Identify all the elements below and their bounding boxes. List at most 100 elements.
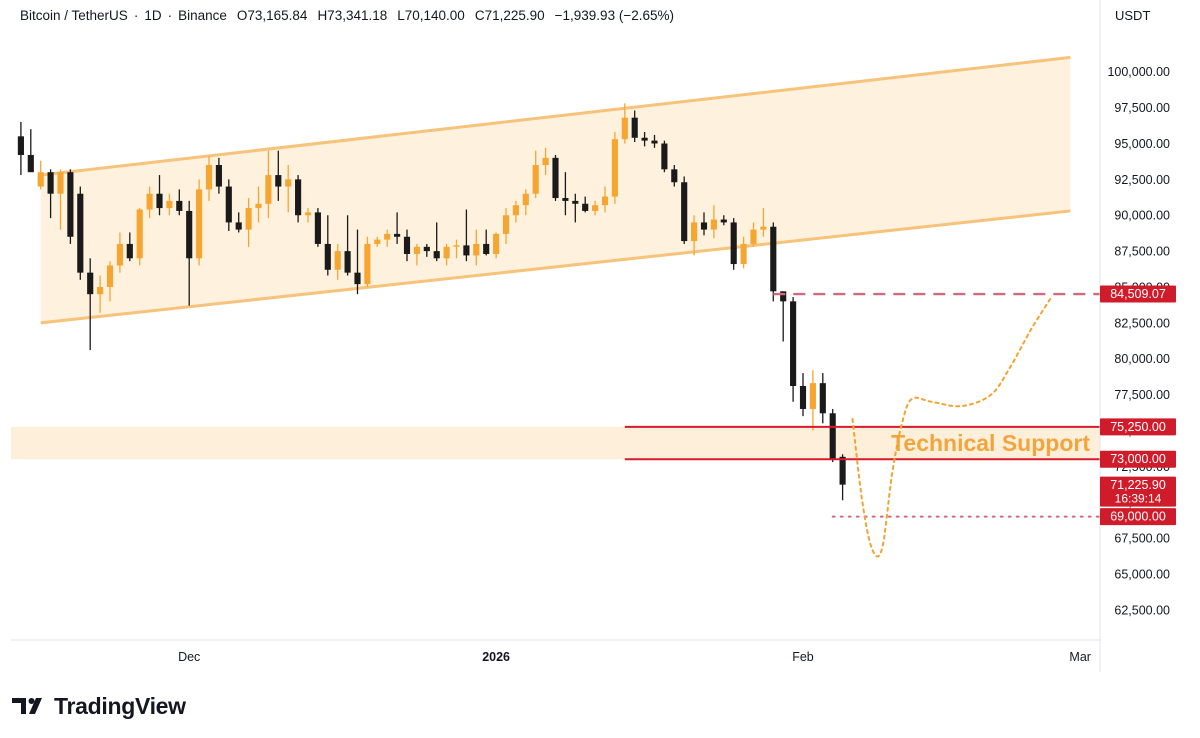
price-badges-layer: 84,509.07 75,250.00 73,000.00 71,225.9016:3… (1100, 285, 1176, 526)
candle (592, 200, 599, 216)
candle-body (186, 210, 193, 259)
price-axis[interactable]: 62,500.0065,000.0067,500.0070,000.0072,5… (1107, 65, 1170, 617)
candle (166, 193, 173, 216)
candle-body (87, 272, 94, 295)
time-axis[interactable]: Dec 2026 Feb Mar (178, 650, 1091, 664)
candle-body (27, 154, 34, 173)
candle-body (17, 136, 24, 155)
candle-body (285, 179, 292, 187)
price-tick-label: 77,500.00 (1114, 388, 1170, 402)
exchange-label: Binance (178, 8, 227, 23)
candle-body (720, 219, 727, 223)
candle (245, 198, 252, 247)
time-tick-label: Dec (178, 650, 200, 664)
high-value: H73,341.18 (317, 8, 388, 23)
candle-body (433, 251, 440, 259)
candle (354, 229, 361, 295)
candle-body (483, 243, 490, 254)
candle (423, 243, 430, 257)
candle (493, 232, 500, 259)
candle-body (829, 413, 836, 460)
candle-body (67, 172, 74, 237)
candle-body (334, 251, 341, 270)
price-tick-label: 90,000.00 (1114, 209, 1170, 223)
candle-body (710, 219, 717, 230)
candle (473, 229, 480, 266)
price-tick-label: 87,500.00 (1114, 245, 1170, 259)
candle-body (354, 272, 361, 285)
candle (37, 160, 44, 190)
candle-body (215, 165, 222, 187)
support-zone-label: Technical Support (891, 430, 1090, 456)
time-tick-label: 2026 (482, 650, 510, 664)
candle-body (443, 246, 450, 259)
candle (691, 215, 698, 256)
projection-path (851, 297, 1052, 558)
candle (671, 165, 678, 187)
price-badge-label: 71,225.90 (1110, 478, 1166, 492)
candle-body (77, 193, 84, 273)
candle-body (463, 245, 470, 256)
candle (799, 373, 807, 417)
support-zone-band (11, 426, 1100, 460)
candle-body (47, 172, 54, 194)
candle (176, 189, 183, 216)
zones-layer (11, 55, 1100, 460)
candle (156, 175, 163, 216)
price-tick-label: 62,500.00 (1114, 603, 1170, 617)
candle (344, 215, 351, 276)
price-badge-bg (1100, 450, 1176, 468)
candle (374, 236, 381, 247)
candle (819, 373, 826, 424)
currency-label[interactable]: USDT (1101, 0, 1200, 30)
candle-body (532, 165, 539, 194)
tradingview-brand[interactable]: TradingView (12, 690, 186, 722)
channel-upper-line (40, 55, 1071, 177)
candle (522, 189, 529, 216)
candle (839, 454, 846, 501)
candle (829, 408, 836, 463)
candle-body (473, 243, 480, 256)
candle (394, 212, 401, 244)
candle-body (799, 386, 807, 409)
candle-body (819, 383, 826, 414)
candle-body (374, 239, 381, 244)
candle (205, 156, 213, 201)
candle-body (295, 179, 302, 216)
candle (106, 261, 114, 302)
candle (562, 172, 569, 216)
candle (710, 205, 717, 239)
candle-body (651, 140, 658, 144)
price-tick-label: 100,000.00 (1107, 65, 1170, 79)
candle-body (730, 222, 737, 265)
time-tick-label: Feb (792, 650, 814, 664)
candle (67, 169, 74, 244)
candle-body (314, 212, 321, 244)
candle-body (324, 243, 331, 270)
symbol-name[interactable]: Bitcoin / TetherUS (20, 8, 128, 23)
candle-body (57, 172, 64, 194)
brand-name: TradingView (54, 692, 186, 719)
candle-body (205, 165, 213, 190)
candle-body (750, 229, 757, 244)
candle-body (97, 286, 104, 295)
countdown-label: 16:39:14 (1115, 492, 1162, 506)
change-value: −1,939.93 (−2.65%) (554, 8, 674, 23)
candle-body (384, 233, 391, 240)
price-tick-label: 67,500.00 (1114, 532, 1170, 546)
candle-body (661, 143, 668, 170)
interval-label[interactable]: 1D (144, 8, 162, 23)
candle (47, 169, 54, 219)
candle-body (839, 456, 846, 485)
price-badge-bg (1100, 476, 1176, 507)
candle (196, 179, 203, 266)
candle (512, 200, 519, 223)
candle-body (126, 243, 133, 259)
price-tick-label: 92,500.00 (1114, 173, 1170, 187)
candle-body (37, 172, 44, 187)
axes-layer (11, 0, 1101, 672)
candle-body (809, 383, 816, 409)
price-badge-bg (1100, 285, 1176, 303)
candle (809, 370, 816, 431)
